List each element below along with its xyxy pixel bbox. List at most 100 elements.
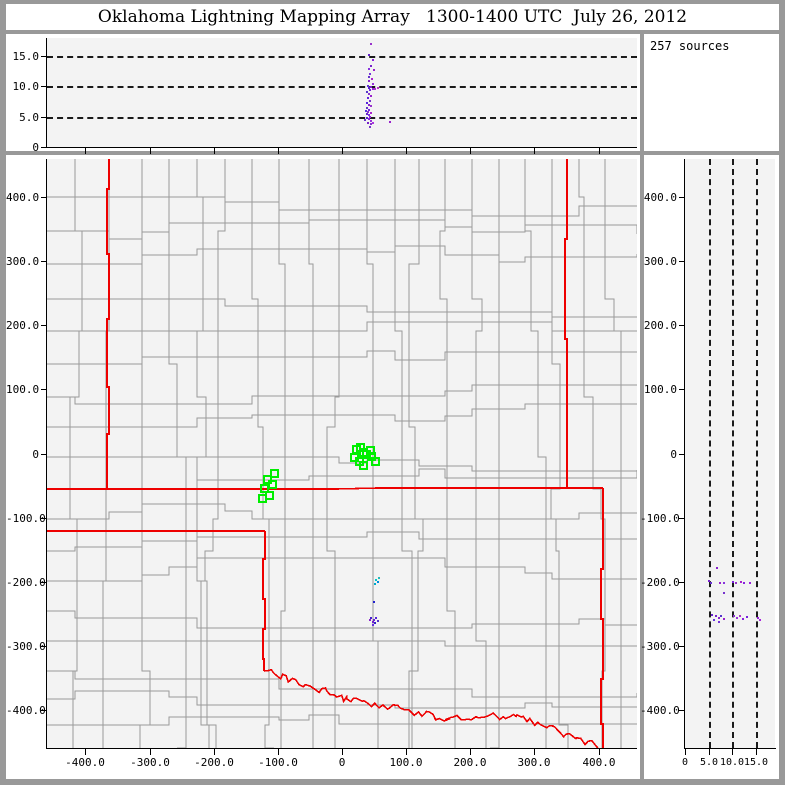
lightning-source-point (732, 581, 734, 583)
plan-view-map-plot[interactable] (47, 159, 637, 748)
lightning-source-point (374, 88, 376, 90)
lightning-source-point (365, 110, 367, 112)
lma-station-marker (265, 491, 275, 501)
x-tick (85, 148, 86, 154)
lightning-source-point (715, 615, 717, 617)
lightning-source-point (371, 78, 373, 80)
county-line-horizontal (47, 503, 637, 520)
lightning-source-point (367, 111, 369, 113)
lightning-source-point (377, 581, 379, 583)
y-tick (679, 389, 685, 390)
lightning-source-point (368, 54, 370, 56)
lightning-source-point (370, 617, 372, 619)
y-tick-label: 15.0 (12, 50, 40, 63)
y-tick-label: 0 (670, 448, 677, 461)
county-line-horizontal (47, 350, 637, 365)
x-axis-line (46, 748, 637, 749)
y-tick-label: 400.0 (643, 191, 677, 204)
lightning-source-point (369, 116, 371, 118)
county-line-horizontal (47, 468, 637, 490)
county-line-vertical (394, 159, 413, 748)
x-tick (709, 749, 710, 755)
gridline-horizontal (47, 56, 637, 58)
y-tick-label: 0 (32, 448, 39, 461)
y-tick-label: 100.0 (643, 383, 677, 396)
x-tick-label: 5.0 (699, 757, 719, 768)
lightning-source-point (366, 102, 368, 104)
lightning-source-point (370, 112, 372, 114)
lightning-source-point (759, 619, 761, 621)
lightning-source-point (723, 618, 725, 620)
x-tick-label: 15.0 (743, 757, 769, 768)
y-tick-label: -100.0 (640, 512, 680, 525)
gridline-vertical (709, 159, 711, 748)
lma-station-marker (358, 460, 368, 470)
x-tick-label: 10.0 (719, 757, 745, 768)
y-tick (41, 197, 47, 198)
x-axis-line (46, 147, 637, 148)
county-line-horizontal (47, 245, 637, 265)
lightning-source-point (375, 617, 377, 619)
lightning-source-point (711, 614, 713, 616)
altitude-vs-north-south-panel[interactable]: 400.0 300.0 200.0 100.0 0 -100.0 -200.0 -300.0 -… (640, 155, 779, 779)
x-tick (278, 749, 279, 755)
lightning-source-point (372, 624, 374, 626)
altitude-vs-east-west-plot[interactable] (47, 38, 637, 147)
y-tick (41, 710, 47, 711)
lightning-source-point (372, 621, 374, 623)
x-tick-label: 200.0 (453, 756, 487, 769)
county-line-vertical (471, 159, 487, 748)
y-axis-line (46, 38, 47, 147)
lightning-source-point (369, 89, 371, 91)
lightning-source-point (377, 87, 379, 89)
lightning-source-point (370, 43, 372, 45)
lma-station-marker (370, 456, 380, 466)
y-tick-label: 300.0 (643, 255, 677, 268)
y-tick-label: 200.0 (6, 319, 40, 332)
state-border-colorado-kansas (106, 159, 110, 489)
y-tick-label: 5.0 (19, 111, 39, 124)
lightning-source-point (377, 620, 379, 622)
lightning-source-point (370, 123, 372, 125)
lightning-source-point (710, 582, 712, 584)
x-tick-label: -400.0 (65, 756, 105, 769)
y-tick (41, 389, 47, 390)
y-tick-label: 400.0 (6, 191, 40, 204)
lightning-source-point (369, 619, 371, 621)
state-border-oklahoma-kansas-north (47, 487, 567, 490)
county-line-vertical (366, 159, 379, 748)
lightning-source-point (713, 619, 715, 621)
county-line-horizontal (47, 196, 637, 217)
lightning-source-point (372, 59, 374, 61)
x-tick (732, 749, 733, 755)
county-line-vertical (490, 159, 500, 748)
title-bar: Oklahoma Lightning Mapping Array 1300-14… (6, 4, 779, 30)
y-tick-label: -200.0 (6, 576, 46, 589)
county-line-horizontal (47, 714, 637, 726)
county-line-vertical (102, 159, 110, 748)
y-tick (679, 582, 685, 583)
lightning-source-point (368, 104, 370, 106)
county-line-vertical (578, 159, 606, 748)
y-tick (41, 56, 47, 57)
altitude-vs-north-south-plot[interactable] (685, 159, 775, 748)
y-tick (41, 518, 47, 519)
x-tick-label: 100.0 (389, 756, 423, 769)
lightning-source-point (720, 615, 722, 617)
y-tick-label: 200.0 (643, 319, 677, 332)
y-tick (41, 454, 47, 455)
county-line-vertical (326, 159, 340, 748)
y-tick (41, 261, 47, 262)
y-tick-label: 0 (32, 141, 39, 154)
y-tick-label: 10.0 (12, 80, 40, 93)
plan-view-map-panel[interactable]: 400.0 300.0 200.0 100.0 0 -100.0 -200.0 -300.0 -… (6, 155, 640, 779)
lightning-source-point (372, 83, 374, 85)
county-line-vertical (278, 159, 286, 748)
lightning-source-point (374, 583, 376, 585)
altitude-vs-east-west-panel[interactable]: 05.010.015.0-400.0-300.0-200.0-100.00100… (6, 34, 640, 167)
x-tick (470, 749, 471, 755)
source-count-panel: 257 sources (644, 34, 779, 151)
county-line-vertical (168, 159, 187, 748)
lightning-source-point (373, 619, 375, 621)
x-tick (150, 749, 151, 755)
